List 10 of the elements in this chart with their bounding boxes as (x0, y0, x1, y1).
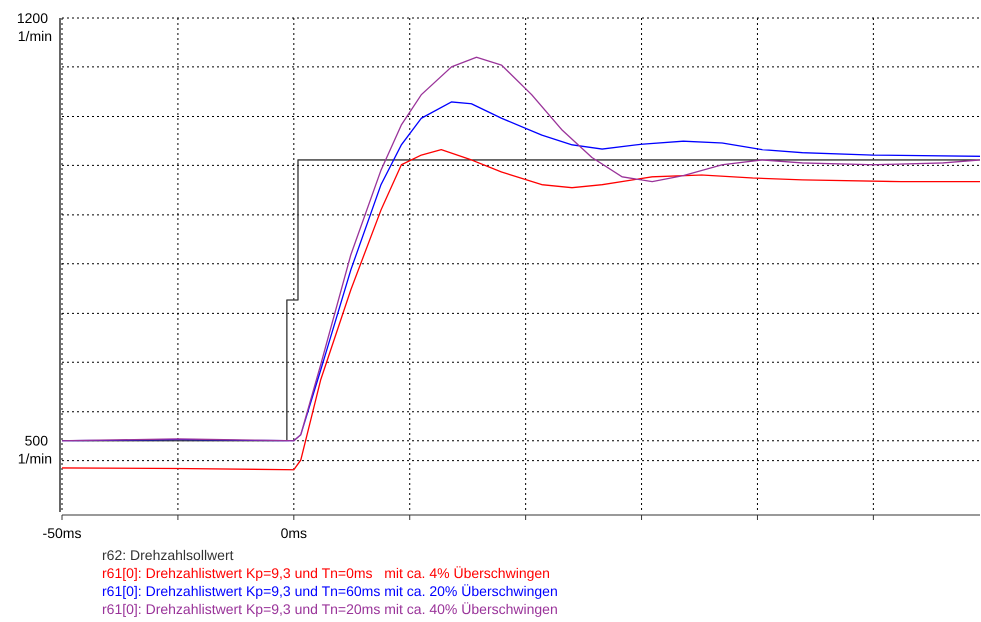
text: r62: Drehzahlsollwert (102, 547, 234, 563)
text: r61[0]: Drehzahlistwert Kp=9,3 und Tn=20ms mit ca. 40% Überschwingen (102, 601, 558, 617)
x-tick-label: 0ms (280, 525, 308, 541)
x-tick-label: -50ms (42, 525, 82, 541)
text: 1/min (18, 28, 52, 44)
y-axis-title: 1/min (18, 450, 52, 467)
y-tick-label: 1200 (16, 10, 48, 26)
text: r61[0]: Drehzahlistwert Kp=9,3 und Tn=0ms mit ca. 4% Überschwingen (102, 565, 550, 581)
y-tick-label: 500 (24, 432, 48, 449)
text: r61[0]: Drehzahlistwert Kp=9,3 und Tn=60ms mit ca. 20% Überschwingen (102, 583, 558, 599)
